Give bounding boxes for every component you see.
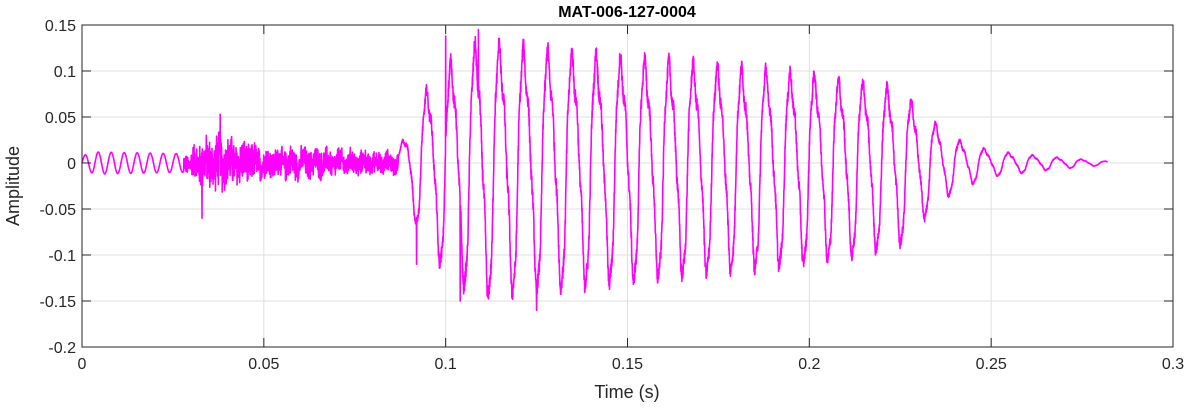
x-tick-label: 0.05 bbox=[248, 356, 279, 373]
x-tick-label: 0.2 bbox=[798, 356, 820, 373]
x-axis-label: Time (s) bbox=[594, 382, 659, 402]
x-tick-label: 0.15 bbox=[612, 356, 643, 373]
y-axis-ticks: -0.2 -0.15 -0.1 -0.05 0 0.05 0.1 0.15 bbox=[40, 18, 1173, 357]
x-tick-label: 0.3 bbox=[1162, 356, 1184, 373]
y-tick-label: 0.1 bbox=[54, 64, 76, 81]
y-axis-label: Amplitude bbox=[3, 146, 23, 226]
y-tick-label: -0.2 bbox=[48, 340, 76, 357]
chart-title: MAT-006-127-0004 bbox=[558, 4, 696, 21]
x-axis-ticks: 0 0.05 0.1 0.15 0.2 0.25 0.3 bbox=[78, 25, 1184, 373]
x-tick-label: 0.25 bbox=[976, 356, 1007, 373]
y-tick-label: 0.05 bbox=[45, 110, 76, 127]
x-tick-label: 0.1 bbox=[435, 356, 457, 373]
x-tick-label: 0 bbox=[78, 356, 87, 373]
y-tick-label: 0.15 bbox=[45, 18, 76, 35]
y-tick-label: -0.05 bbox=[40, 202, 77, 219]
y-tick-label: -0.1 bbox=[48, 248, 76, 265]
y-tick-label: 0 bbox=[67, 156, 76, 173]
y-tick-label: -0.15 bbox=[40, 294, 77, 311]
waveform-line bbox=[81, 28, 1109, 311]
